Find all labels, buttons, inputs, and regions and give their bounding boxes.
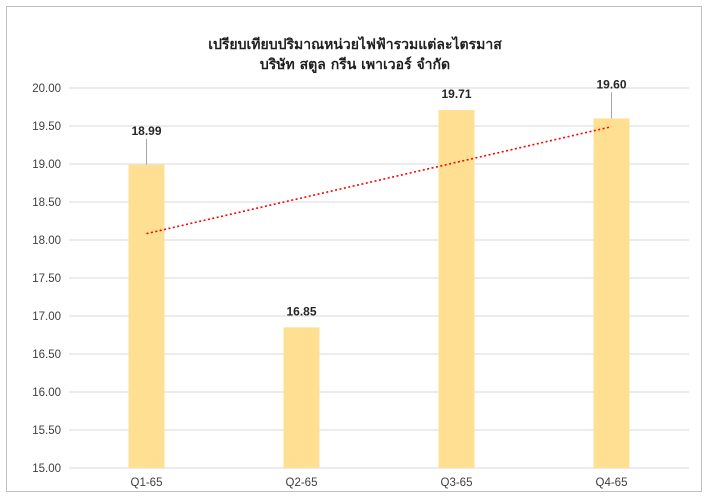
data-label: 19.71 <box>441 87 471 101</box>
bar-q3-65 <box>438 110 475 468</box>
bar-q1-65 <box>128 164 165 468</box>
y-tick-label: 19.00 <box>32 159 61 171</box>
bar-chart: เปรียบเทียบปริมาณหน่วยไฟฟ้ารวมแต่ละไตรมา… <box>32 35 689 489</box>
chart-title: เปรียบเทียบปริมาณหน่วยไฟฟ้ารวมแต่ละไตรมา… <box>208 35 502 53</box>
y-tick-label: 18.00 <box>32 235 61 247</box>
y-tick-label: 16.50 <box>32 349 61 361</box>
data-label: 19.60 <box>596 77 626 91</box>
chart-frame: เปรียบเทียบปริมาณหน่วยไฟฟ้ารวมแต่ละไตรมา… <box>6 6 702 492</box>
gridlines <box>69 87 689 469</box>
y-tick-label: 17.50 <box>32 273 61 285</box>
y-tick-label: 17.00 <box>32 311 61 323</box>
data-label: 16.85 <box>286 304 316 318</box>
x-tick-label: Q4-65 <box>596 477 628 489</box>
bars <box>128 110 630 469</box>
bar-q4-65 <box>593 118 630 469</box>
y-tick-label: 18.50 <box>32 197 61 209</box>
y-tick-label: 19.50 <box>32 121 61 133</box>
x-tick-label: Q2-65 <box>286 477 318 489</box>
y-tick-label: 15.00 <box>32 463 61 475</box>
y-tick-label: 20.00 <box>32 83 61 95</box>
y-tick-label: 16.00 <box>32 387 61 399</box>
bar-q2-65 <box>283 327 320 468</box>
trendline-group <box>146 125 612 235</box>
y-tick-label: 15.50 <box>32 425 61 437</box>
y-axis-ticks: 15.00 15.50 16.00 16.50 17.00 17.50 18.00 18.50… <box>32 83 61 475</box>
x-tick-label: Q1-65 <box>131 477 163 489</box>
leader-lines <box>146 92 612 165</box>
trendline <box>146 125 612 235</box>
data-label: 18.99 <box>131 124 161 138</box>
chart-subtitle: บริษัท สตูล กรีน เพาเวอร์ จำกัด <box>260 56 450 73</box>
x-axis-ticks: Q1-65 Q2-65 Q3-65 Q4-65 <box>131 477 628 489</box>
data-labels: 18.99 16.85 19.71 19.60 <box>131 77 626 318</box>
x-tick-label: Q3-65 <box>441 477 473 489</box>
